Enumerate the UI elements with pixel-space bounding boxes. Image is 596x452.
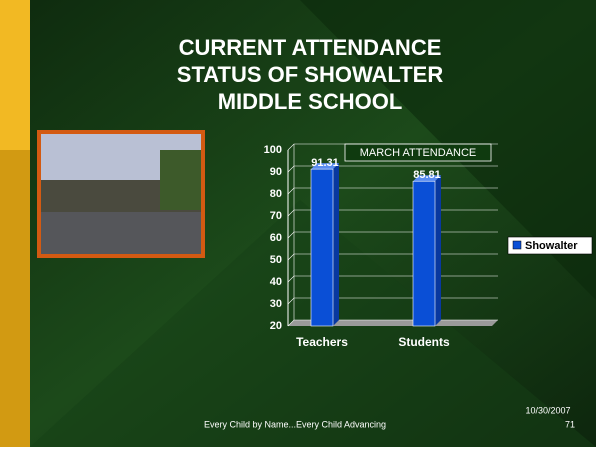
date: 10/30/2007 — [525, 405, 570, 415]
x-tick-label: Teachers — [296, 335, 348, 349]
slide: CURRENT ATTENDANCESTATUS OF SHOWALTERMID… — [0, 0, 596, 447]
y-tick-label: 80 — [270, 188, 282, 200]
y-tick-label: 70 — [270, 210, 282, 222]
y-tick-label: 40 — [270, 276, 282, 288]
legend-label: Showalter — [525, 240, 578, 252]
data-label: 91.31 — [311, 157, 339, 169]
y-tick-label: 90 — [270, 166, 282, 178]
photo-road — [41, 212, 201, 254]
legend-swatch — [513, 241, 521, 249]
bar — [311, 169, 333, 326]
photo — [37, 130, 205, 258]
title-line: MIDDLE SCHOOL — [218, 89, 403, 114]
chart-title: MARCH ATTENDANCE — [360, 147, 477, 159]
y-tick-label: 20 — [270, 320, 282, 332]
bar-side — [333, 163, 339, 326]
side-strip-top — [0, 0, 30, 150]
title-line: CURRENT ATTENDANCE — [179, 35, 442, 60]
y-tick-label: 100 — [264, 144, 282, 156]
y-tick-label: 50 — [270, 254, 282, 266]
title-line: STATUS OF SHOWALTER — [177, 62, 444, 87]
x-tick-label: Students — [398, 335, 450, 349]
photo-tree — [160, 150, 201, 210]
footer: Every Child by Name...Every Child Advanc… — [204, 419, 386, 429]
y-tick-label: 30 — [270, 298, 282, 310]
bar-side — [435, 175, 441, 326]
y-tick-label: 60 — [270, 232, 282, 244]
data-label: 85.81 — [413, 169, 441, 181]
bar — [413, 181, 435, 326]
page-number: 71 — [565, 419, 575, 429]
